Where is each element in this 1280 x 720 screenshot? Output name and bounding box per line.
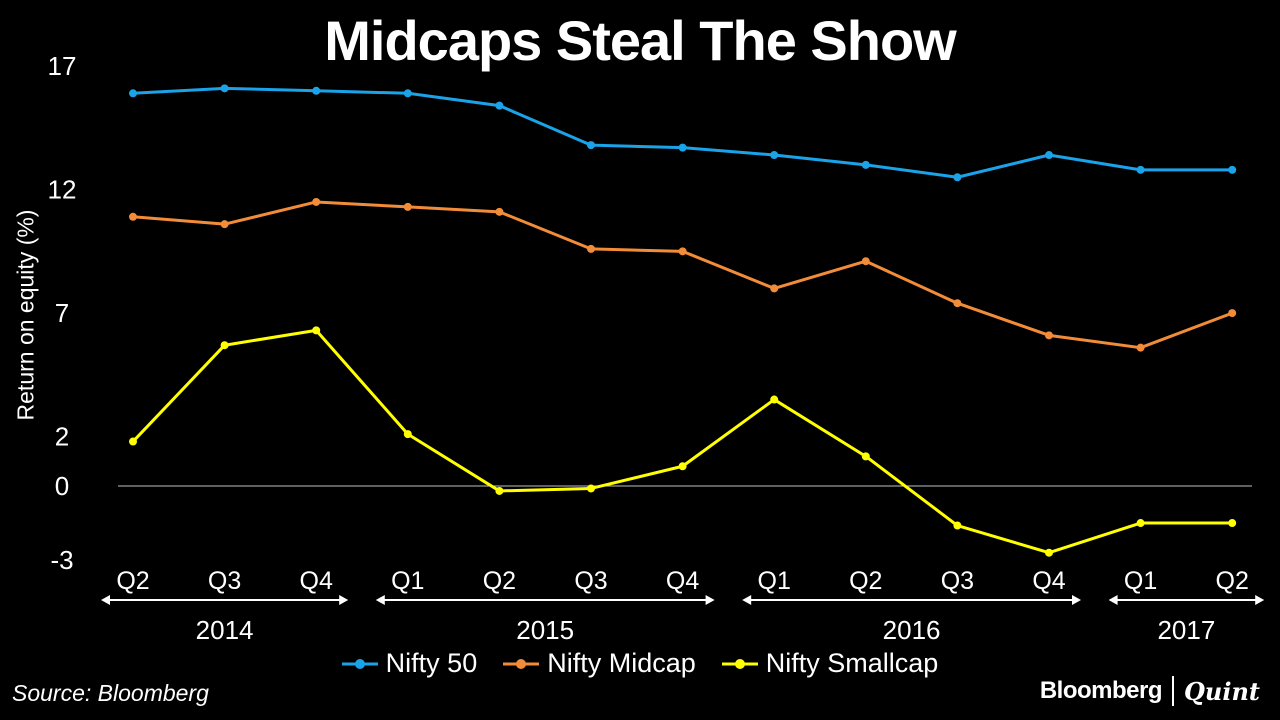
x-tick-label: Q4 [300,567,333,595]
data-point [1136,519,1145,528]
data-point [495,101,504,110]
year-bracket-arrow-left [742,595,752,605]
legend-swatch [503,657,540,671]
series-line [132,200,1233,350]
data-point [770,395,779,404]
data-point [587,244,595,253]
year-label: 2015 [516,615,574,645]
year-bracket-arrow-right [1255,595,1265,605]
y-tick-label: -3 [50,545,73,575]
legend-item: Nifty Midcap [503,648,696,679]
x-tick-label: Q1 [758,567,791,595]
data-point [312,197,321,206]
data-point [1136,343,1145,352]
x-tick-label: Q1 [391,567,424,595]
year-label: 2017 [1157,615,1215,645]
data-point [953,299,962,308]
data-point [495,207,504,216]
data-point [403,430,412,439]
legend-label: Nifty 50 [385,648,478,678]
x-tick-label: Q2 [483,567,516,595]
data-point [1136,165,1145,174]
y-tick-label: 0 [55,471,69,501]
data-point [129,89,137,98]
legend: Nifty 50 Nifty Midcap Nifty Smallcap [0,648,1280,679]
y-tick-label: 7 [55,298,69,328]
y-tick-label: 2 [55,422,69,452]
x-tick-label: Q2 [849,567,882,595]
x-tick-label: Q3 [941,567,974,595]
data-point [1045,331,1053,340]
legend-item: Nifty Smallcap [721,648,939,679]
y-tick-label: 12 [48,175,77,205]
data-point [953,521,962,530]
year-bracket-arrow-left [375,595,385,605]
data-point [312,86,321,95]
data-point [678,247,687,256]
data-point [129,437,137,446]
brand-quint: Quint [1183,676,1260,706]
data-point [220,341,229,350]
series-line [131,328,1233,555]
year-bracket-arrow-left [1108,595,1118,605]
legend-label: Nifty Midcap [547,648,696,678]
brand-logo: Bloomberg Quint [1040,676,1260,706]
data-point [678,462,687,471]
data-point [403,202,412,211]
year-label: 2014 [196,615,254,645]
data-point [220,84,229,93]
year-bracket-arrow-left [101,595,110,605]
data-point [220,220,229,229]
data-point [861,160,870,169]
x-tick-label: Q1 [1124,567,1157,595]
series-line [132,86,1233,179]
x-tick-label: Q2 [116,567,149,595]
x-tick-label: Q2 [1216,567,1249,595]
data-point [1228,165,1237,174]
year-bracket-arrow-right [705,595,715,605]
data-point [770,284,779,293]
brand-divider [1171,676,1174,706]
legend-swatch [341,657,378,671]
data-point [953,173,962,182]
data-point [312,326,321,335]
x-tick-label: Q3 [208,567,241,595]
data-point [861,452,870,461]
x-tick-label: Q3 [574,567,607,595]
year-bracket-arrow-right [1072,595,1081,605]
data-point [587,141,595,150]
data-point [1045,151,1053,160]
chart-title: Midcaps Steal The Show [324,9,956,72]
x-tick-label: Q4 [1032,567,1065,595]
data-point [770,151,779,160]
data-point [1045,548,1053,557]
x-tick-label: Q4 [666,567,699,595]
y-tick-label: 17 [48,51,77,81]
data-point [129,212,137,221]
year-label: 2016 [883,615,941,645]
data-point [861,257,870,266]
data-point [495,486,504,495]
year-bracket-arrow-right [339,595,349,605]
source-note: Source: Bloomberg [12,680,209,706]
data-point [1228,309,1237,318]
data-point [1228,519,1237,528]
legend-swatch [721,657,758,671]
data-point [403,89,412,98]
data-point [587,484,595,493]
data-point [678,143,687,152]
legend-label: Nifty Smallcap [765,648,939,678]
legend-item: Nifty 50 [341,648,478,679]
brand-bloomberg: Bloomberg [1039,677,1163,704]
